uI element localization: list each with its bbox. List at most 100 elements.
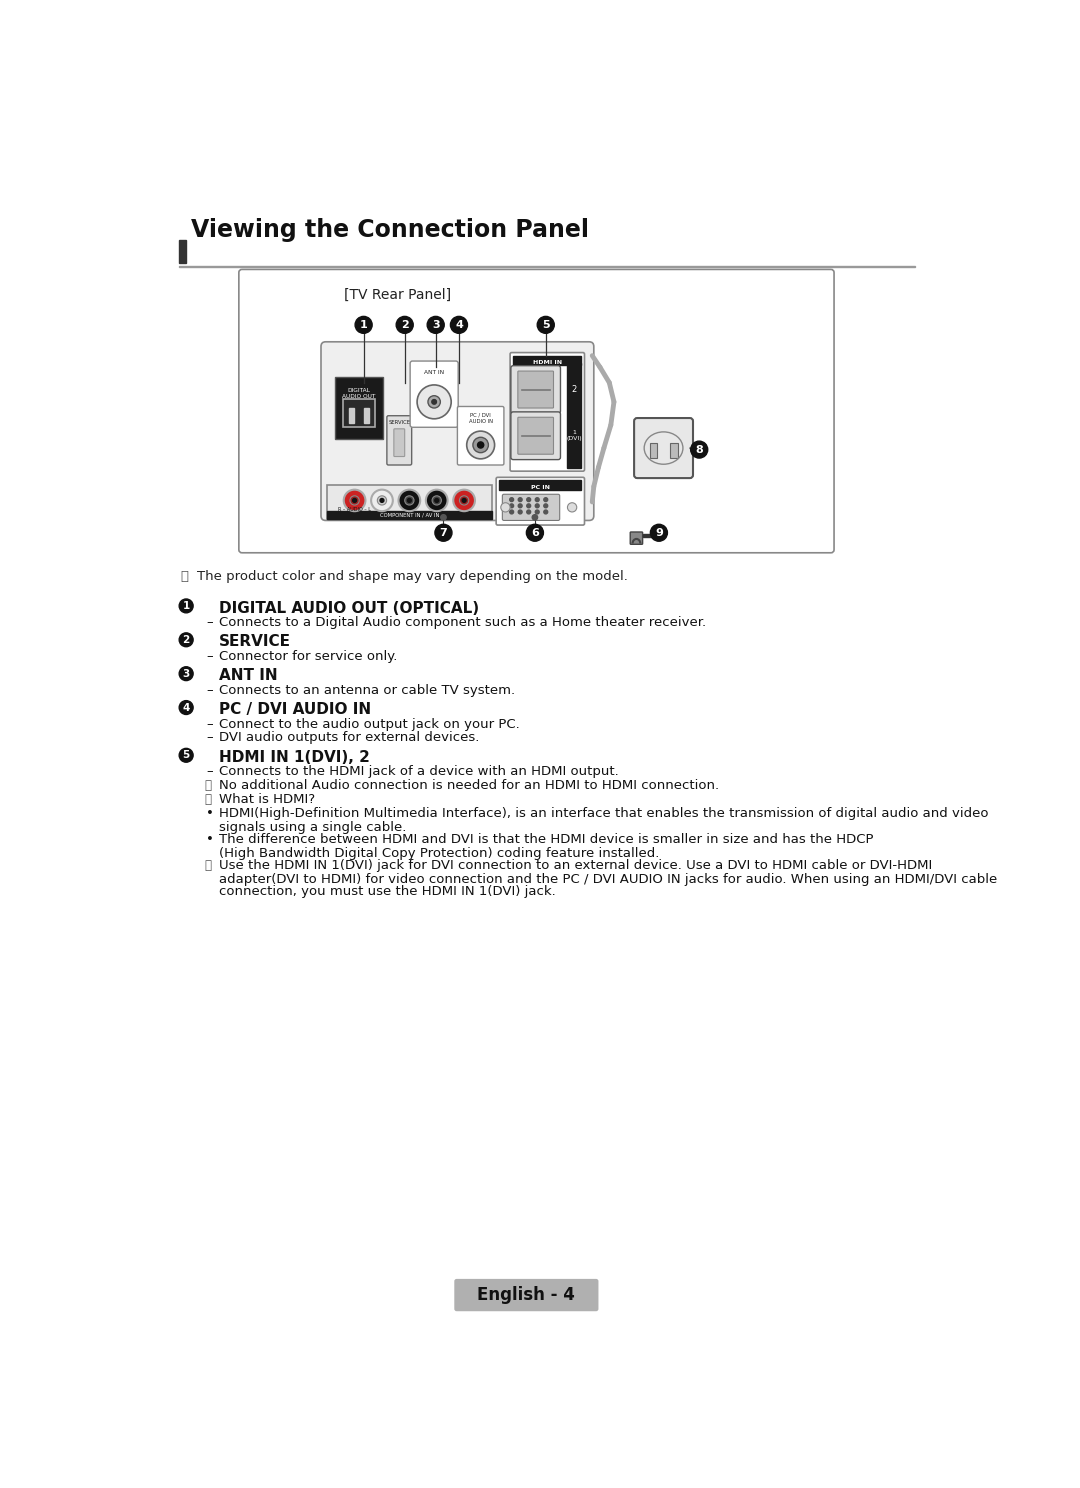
Circle shape <box>510 504 514 507</box>
Text: The product color and shape may vary depending on the model.: The product color and shape may vary dep… <box>197 570 627 583</box>
Bar <box>179 240 186 263</box>
Bar <box>342 399 375 427</box>
Circle shape <box>462 498 467 503</box>
Circle shape <box>527 497 530 501</box>
Text: 4: 4 <box>455 320 463 330</box>
FancyBboxPatch shape <box>458 406 504 464</box>
Circle shape <box>536 510 539 513</box>
Circle shape <box>501 503 510 512</box>
FancyBboxPatch shape <box>517 371 554 408</box>
Text: •: • <box>206 806 214 820</box>
Text: 4: 4 <box>183 702 190 713</box>
Circle shape <box>536 504 539 507</box>
Bar <box>644 534 663 537</box>
Circle shape <box>179 600 193 613</box>
Circle shape <box>432 400 436 405</box>
Circle shape <box>353 498 356 503</box>
Circle shape <box>567 503 577 512</box>
Text: HDMI IN: HDMI IN <box>532 360 562 365</box>
Text: 1: 1 <box>183 601 190 612</box>
Bar <box>499 481 581 490</box>
Text: No additional Audio connection is needed for an HDMI to HDMI connection.: No additional Audio connection is needed… <box>218 780 719 792</box>
Text: 8: 8 <box>696 445 703 455</box>
FancyBboxPatch shape <box>321 342 594 521</box>
Text: Connects to the HDMI jack of a device with an HDMI output.: Connects to the HDMI jack of a device wi… <box>218 765 619 778</box>
Bar <box>349 408 353 424</box>
Circle shape <box>350 496 360 504</box>
Circle shape <box>510 510 514 513</box>
Circle shape <box>428 317 444 333</box>
Circle shape <box>477 442 484 448</box>
Text: –: – <box>206 765 213 778</box>
Text: –: – <box>206 732 213 744</box>
Circle shape <box>432 496 442 504</box>
Text: DVI audio outputs for external devices.: DVI audio outputs for external devices. <box>218 732 480 744</box>
Circle shape <box>544 497 548 501</box>
Text: (High Bandwidth Digital Copy Protection) coding feature installed.: (High Bandwidth Digital Copy Protection)… <box>218 847 659 860</box>
Circle shape <box>510 497 514 501</box>
Circle shape <box>518 510 522 513</box>
Bar <box>670 442 677 458</box>
Text: English - 4: English - 4 <box>477 1286 576 1303</box>
Circle shape <box>426 490 447 512</box>
Text: The difference between HDMI and DVI is that the HDMI device is smaller in size a: The difference between HDMI and DVI is t… <box>218 833 874 847</box>
Text: 1
(DVI): 1 (DVI) <box>567 430 582 440</box>
Text: •: • <box>206 833 214 847</box>
FancyBboxPatch shape <box>502 494 559 521</box>
Circle shape <box>417 385 451 418</box>
Text: –: – <box>206 683 213 696</box>
FancyBboxPatch shape <box>394 429 405 457</box>
Text: ⓘ: ⓘ <box>205 793 212 806</box>
Circle shape <box>544 504 548 507</box>
Circle shape <box>527 510 530 513</box>
Text: –: – <box>206 717 213 731</box>
Text: 2: 2 <box>401 320 408 330</box>
Bar <box>649 442 658 458</box>
Circle shape <box>518 504 522 507</box>
Circle shape <box>343 490 365 512</box>
Bar <box>364 408 369 424</box>
Text: adapter(DVI to HDMI) for video connection and the PC / DVI AUDIO IN jacks for au: adapter(DVI to HDMI) for video connectio… <box>218 873 997 885</box>
FancyBboxPatch shape <box>511 412 561 460</box>
Circle shape <box>396 317 414 333</box>
FancyBboxPatch shape <box>511 366 561 414</box>
Circle shape <box>179 748 193 762</box>
Circle shape <box>377 496 387 504</box>
Text: 5: 5 <box>542 320 550 330</box>
Text: ANT IN: ANT IN <box>424 369 444 375</box>
Bar <box>179 265 916 268</box>
Text: PC IN: PC IN <box>531 485 550 490</box>
Circle shape <box>179 632 193 647</box>
Circle shape <box>407 498 411 503</box>
Text: –: – <box>206 616 213 629</box>
Text: 2: 2 <box>183 635 190 644</box>
Circle shape <box>526 524 543 542</box>
FancyBboxPatch shape <box>631 533 643 545</box>
Text: HDMI(High-Definition Multimedia Interface), is an interface that enables the tra: HDMI(High-Definition Multimedia Interfac… <box>218 806 988 820</box>
FancyBboxPatch shape <box>455 1278 598 1311</box>
Text: 5: 5 <box>183 750 190 760</box>
Text: COMPONENT IN / AV IN: COMPONENT IN / AV IN <box>380 512 440 518</box>
Bar <box>335 378 383 439</box>
FancyBboxPatch shape <box>510 353 584 472</box>
Text: SERVICE: SERVICE <box>389 420 410 426</box>
Bar <box>327 512 491 519</box>
Bar <box>567 363 581 469</box>
Circle shape <box>372 490 393 512</box>
Text: Viewing the Connection Panel: Viewing the Connection Panel <box>191 217 589 241</box>
Text: Connect to the audio output jack on your PC.: Connect to the audio output jack on your… <box>218 717 519 731</box>
Circle shape <box>450 317 468 333</box>
Circle shape <box>179 667 193 680</box>
Text: ⓘ: ⓘ <box>205 780 212 792</box>
Circle shape <box>454 490 475 512</box>
Circle shape <box>691 440 707 458</box>
FancyBboxPatch shape <box>517 417 554 454</box>
Circle shape <box>544 510 548 513</box>
Text: ⓘ: ⓘ <box>180 570 188 583</box>
Circle shape <box>537 317 554 333</box>
Bar <box>513 356 581 365</box>
Text: connection, you must use the HDMI IN 1(DVI) jack.: connection, you must use the HDMI IN 1(D… <box>218 885 555 899</box>
FancyBboxPatch shape <box>634 418 693 478</box>
Circle shape <box>473 437 488 452</box>
Circle shape <box>405 496 414 504</box>
